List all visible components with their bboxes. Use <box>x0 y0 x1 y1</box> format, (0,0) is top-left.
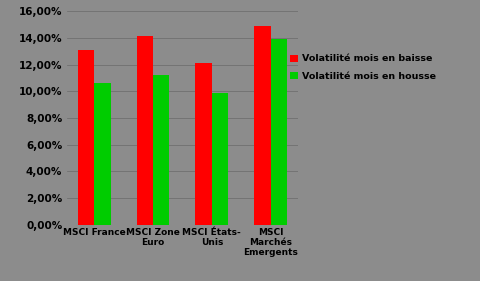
Bar <box>153 75 169 225</box>
Bar <box>136 36 153 225</box>
Bar <box>271 39 287 225</box>
Bar <box>212 93 228 225</box>
Bar <box>94 83 110 225</box>
Bar <box>78 50 94 225</box>
Legend: Volatilité mois en baisse, Volatilité mois en housse: Volatilité mois en baisse, Volatilité mo… <box>290 55 436 81</box>
Bar <box>254 26 271 225</box>
Bar <box>195 63 212 225</box>
